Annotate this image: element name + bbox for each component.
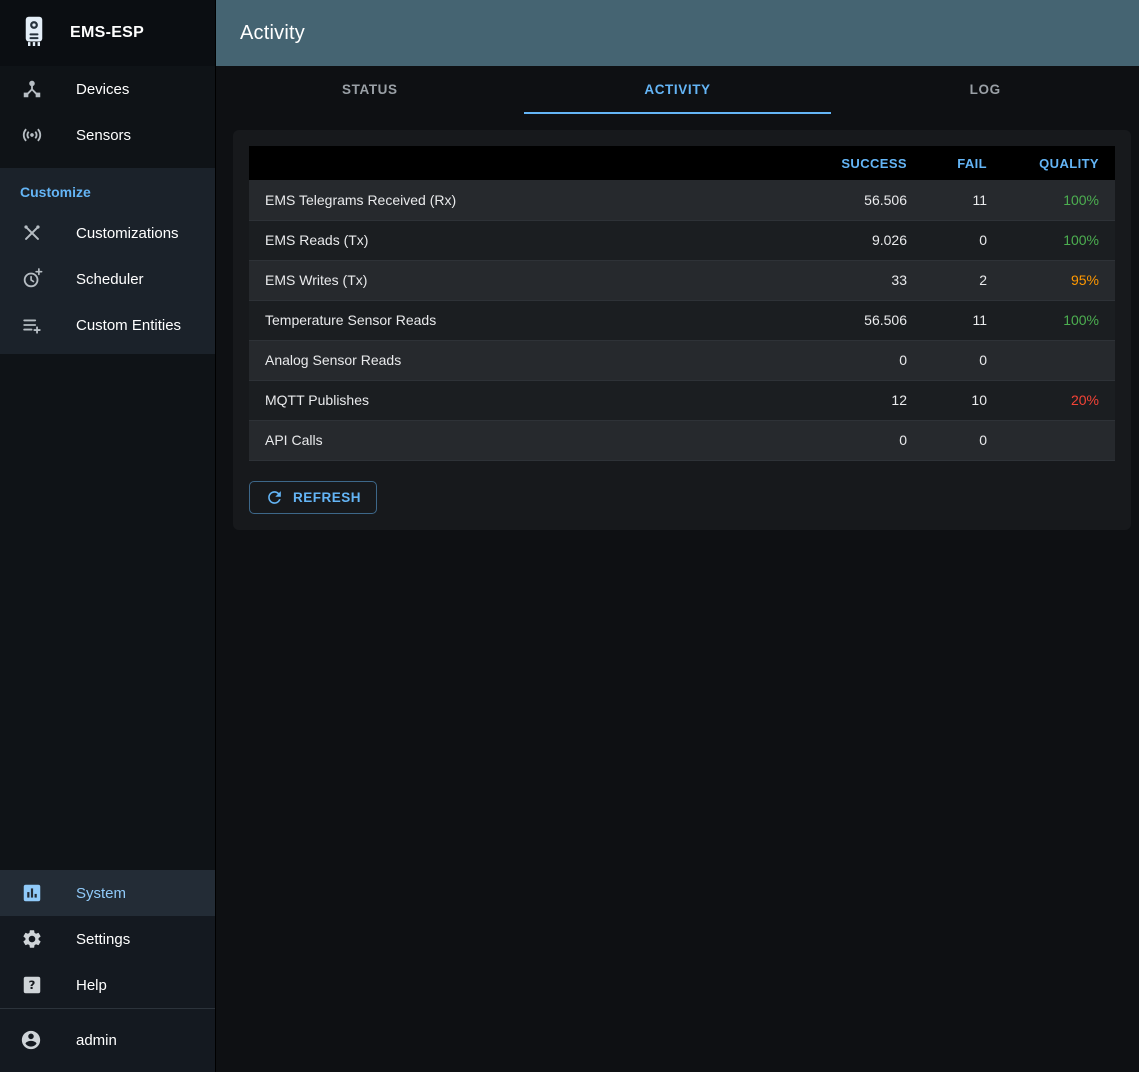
quality-column-header: QUALITY [1039,155,1099,171]
sidebar-item-label: System [76,884,127,902]
table-row: API Calls 0 0 [249,420,1115,460]
activity-card: SUCCESS FAIL QUALITY EMS Telegrams Recei… [233,130,1131,530]
table-row: EMS Reads (Tx) 9.026 0 100% [249,220,1115,260]
tab-activity[interactable]: ACTIVITY [523,66,832,114]
sidebar-item-devices[interactable]: Devices [0,66,215,112]
success-column-header: SUCCESS [841,155,907,171]
metric-name: EMS Telegrams Received (Rx) [265,191,457,208]
fail-value: 0 [979,352,987,368]
app-logo-row: EMS-ESP [0,0,215,66]
sidebar-item-settings[interactable]: Settings [0,916,215,962]
app-title: EMS-ESP [70,24,145,41]
user-account-row[interactable]: admin [0,1008,215,1072]
quality-value: 100% [1063,232,1099,248]
table-row: MQTT Publishes 12 10 20% [249,380,1115,420]
sidebar-item-system[interactable]: System [0,870,215,916]
sidebar: EMS-ESP Devices Sensors Customize [0,0,216,1072]
success-value: 12 [891,392,907,408]
sidebar-item-label: Devices [76,80,130,98]
sidebar-item-custom-entities[interactable]: Custom Entities [0,302,215,348]
sidebar-spacer [0,354,215,870]
fail-value: 10 [971,392,987,408]
success-value: 56.506 [864,312,907,328]
quality-value [1003,340,1115,380]
tab-bar: STATUS ACTIVITY LOG [216,66,1139,114]
appbar: Activity [216,0,1139,66]
success-value: 0 [899,432,907,448]
analytics-icon [20,881,44,905]
table-row: EMS Telegrams Received (Rx) 56.506 11 10… [249,180,1115,220]
device-hub-icon [20,77,44,101]
sidebar-item-sensors[interactable]: Sensors [0,112,215,158]
table-row: EMS Writes (Tx) 33 2 95% [249,260,1115,300]
metric-name: API Calls [265,432,323,448]
fail-value: 11 [972,191,987,208]
quality-value: 100% [1063,312,1099,328]
refresh-button[interactable]: REFRESH [249,480,378,514]
sidebar-bottom-group: System Settings ? Help [0,870,215,1008]
table-row: Analog Sensor Reads 0 0 [249,340,1115,380]
metric-name: MQTT Publishes [265,392,369,408]
username-label: admin [76,1032,117,1049]
table-row: Temperature Sensor Reads 56.506 11 100% [249,300,1115,340]
fail-value: 0 [979,232,987,248]
sidebar-item-scheduler[interactable]: Scheduler [0,256,215,302]
metric-name: Temperature Sensor Reads [265,312,437,328]
scheduler-clock-icon [20,267,44,291]
success-value: 56.506 [864,191,907,208]
tab-log[interactable]: LOG [969,81,1001,97]
list-add-icon [20,313,44,337]
sidebar-item-label: Sensors [76,126,132,144]
fail-column-header: FAIL [957,155,987,171]
activity-table: SUCCESS FAIL QUALITY EMS Telegrams Recei… [249,146,1115,461]
tab-status[interactable]: STATUS [342,81,398,97]
account-circle-icon [20,1029,44,1053]
sidebar-item-label: Customizations [76,224,179,242]
metric-column-header [249,146,813,180]
success-value: 9.026 [871,232,907,248]
fail-value: 0 [979,432,987,448]
metric-name: EMS Writes (Tx) [265,272,368,288]
ems-esp-logo-icon [16,13,52,54]
sidebar-item-help[interactable]: ? Help [0,962,215,1008]
quality-value [1003,420,1115,460]
quality-value: 95% [1070,272,1099,288]
sensors-icon [20,123,44,147]
quality-value: 20% [1070,392,1099,408]
quality-value: 100% [1063,191,1099,208]
refresh-icon [265,488,284,507]
fail-value: 11 [972,312,987,328]
success-value: 0 [899,352,907,368]
main-column: Activity STATUS ACTIVITY LOG SUCCESS FAI… [216,0,1139,1072]
page-title: Activity [240,21,305,44]
sidebar-item-label: Custom Entities [76,316,182,334]
sidebar-item-label: Scheduler [76,270,144,288]
customize-section-header: Customize [20,184,91,200]
svg-text:?: ? [29,978,36,992]
sidebar-item-customizations[interactable]: Customizations [0,210,215,256]
fail-value: 2 [979,272,987,288]
success-value: 33 [891,272,907,288]
sidebar-item-label: Settings [76,930,131,948]
table-header-row: SUCCESS FAIL QUALITY [249,146,1115,180]
sidebar-item-label: Help [76,976,107,994]
customize-section: Customize Customizations [0,168,215,354]
metric-name: Analog Sensor Reads [265,352,402,368]
tools-icon [20,221,44,245]
refresh-button-label: REFRESH [293,489,362,505]
gear-icon [20,927,44,951]
help-icon: ? [20,973,44,997]
metric-name: EMS Reads (Tx) [265,232,369,248]
